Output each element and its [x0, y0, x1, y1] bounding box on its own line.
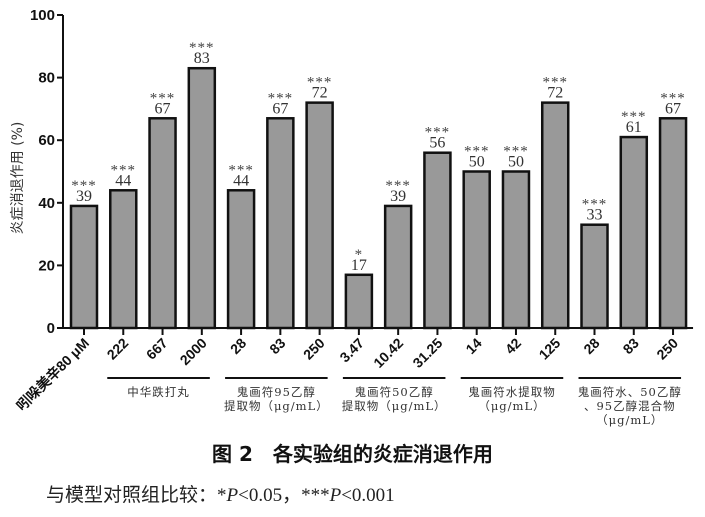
group-label: 鬼画符95乙醇 [237, 385, 316, 399]
x-tick-label: 2000 [177, 335, 210, 368]
group-label: 提取物（μg/mL） [342, 399, 447, 413]
group-label: 、95乙醇混合物 [584, 399, 676, 413]
bar-value-label: 33 [587, 207, 603, 224]
x-tick-label: 42 [502, 335, 524, 357]
bar [187, 66, 217, 330]
x-tick-label: 3.47 [336, 335, 367, 366]
significance-marker: *** [582, 197, 608, 213]
group-label: 鬼画符水、50乙醇 [578, 385, 682, 399]
x-tick-label: 83 [620, 335, 642, 357]
bar [540, 101, 570, 330]
x-tick-label: 14 [462, 335, 484, 357]
significance-marker: *** [464, 144, 490, 160]
figure-caption: 图 2 各实验组的炎症消退作用 [212, 442, 493, 466]
bar-value-label: 72 [312, 85, 328, 102]
bar [462, 170, 491, 330]
group-labels: 中华跌打丸 鬼画符95乙醇提取物（μg/mL）鬼画符50乙醇提取物（μg/mL）鬼… [107, 377, 682, 427]
x-tick-label: 10.42 [370, 335, 406, 371]
y-tick-label: 20 [38, 257, 55, 274]
y-axis-label: 炎症消退作用 (%) [10, 122, 26, 235]
x-tick-label: 83 [266, 335, 288, 357]
x-tick-label: 250 [300, 335, 328, 363]
bar [148, 117, 177, 330]
bar-value-label: 67 [155, 100, 171, 117]
bar-value-label: 56 [429, 135, 445, 152]
significance-marker: *** [71, 178, 97, 194]
x-tick-label: 667 [143, 335, 171, 363]
significance-marker: *** [228, 162, 254, 178]
x-tick-label: 吲哚美辛80 μM [13, 335, 92, 414]
x-tick-label: 28 [580, 335, 602, 357]
group-label: 提取物（μg/mL） [224, 399, 329, 413]
bar-value-label: 72 [547, 85, 563, 102]
y-tick-label: 60 [38, 132, 55, 149]
bars: 39*** 44***67***83***44***67*** 72***17*39… [69, 40, 688, 330]
bar [109, 189, 138, 330]
y-axis: 0 20 40 60 80 100 [30, 7, 64, 337]
bar [580, 223, 609, 330]
bar [305, 101, 334, 330]
significance-marker: *** [111, 162, 137, 178]
significance-marker: *** [189, 40, 215, 56]
y-tick-label: 100 [30, 7, 55, 24]
group-label: （μg/mL） [478, 399, 545, 413]
group-label: 鬼画符50乙醇 [355, 385, 434, 399]
significance-marker: *** [268, 90, 294, 106]
bar [658, 117, 688, 330]
significance-marker: *** [660, 90, 686, 106]
significance-marker: *** [542, 75, 568, 91]
bar-value-label: 50 [469, 154, 485, 171]
bar-value-label: 44 [115, 172, 131, 189]
bar-value-label: 61 [626, 119, 642, 136]
bar [344, 273, 374, 330]
y-tick-label: 80 [38, 70, 55, 87]
bar [501, 170, 531, 330]
significance-marker: *** [150, 90, 176, 106]
significance-marker: *** [621, 109, 647, 125]
group-label: （μg/mL） [596, 413, 663, 427]
significance-marker: *** [425, 125, 451, 141]
x-tick-label: 250 [653, 335, 681, 363]
bar-value-label: 39 [390, 188, 406, 205]
significance-marker: *** [307, 75, 333, 91]
x-tick-label: 31.25 [409, 335, 445, 371]
significance-marker: *** [385, 178, 411, 194]
x-tick-label: 222 [104, 335, 132, 363]
group-label: 中华跌打丸 [127, 385, 190, 399]
x-tick-label: 28 [227, 335, 249, 357]
y-tick-label: 0 [47, 320, 55, 337]
bar-value-label: 67 [272, 100, 288, 117]
bar-value-label: 50 [508, 154, 524, 171]
x-tick-label: 125 [536, 335, 564, 363]
bar [266, 117, 295, 330]
significance-marker: * [355, 247, 364, 263]
significance-marker: *** [503, 144, 529, 160]
bar-value-label: 67 [665, 100, 681, 117]
bar [226, 189, 256, 330]
bar-value-label: 44 [233, 172, 249, 189]
significance-note: 与模型对照组比较：*P<0.05，***P<0.001 [46, 485, 395, 506]
bar-value-label: 39 [76, 188, 92, 205]
bar [383, 204, 413, 330]
bar [69, 204, 99, 330]
bar-value-label: 83 [194, 50, 210, 67]
group-label: 鬼画符水提取物 [468, 385, 556, 399]
bar [423, 151, 452, 330]
bar-value-label: 17 [351, 257, 367, 274]
bar [619, 135, 649, 330]
y-tick-label: 40 [38, 195, 55, 212]
